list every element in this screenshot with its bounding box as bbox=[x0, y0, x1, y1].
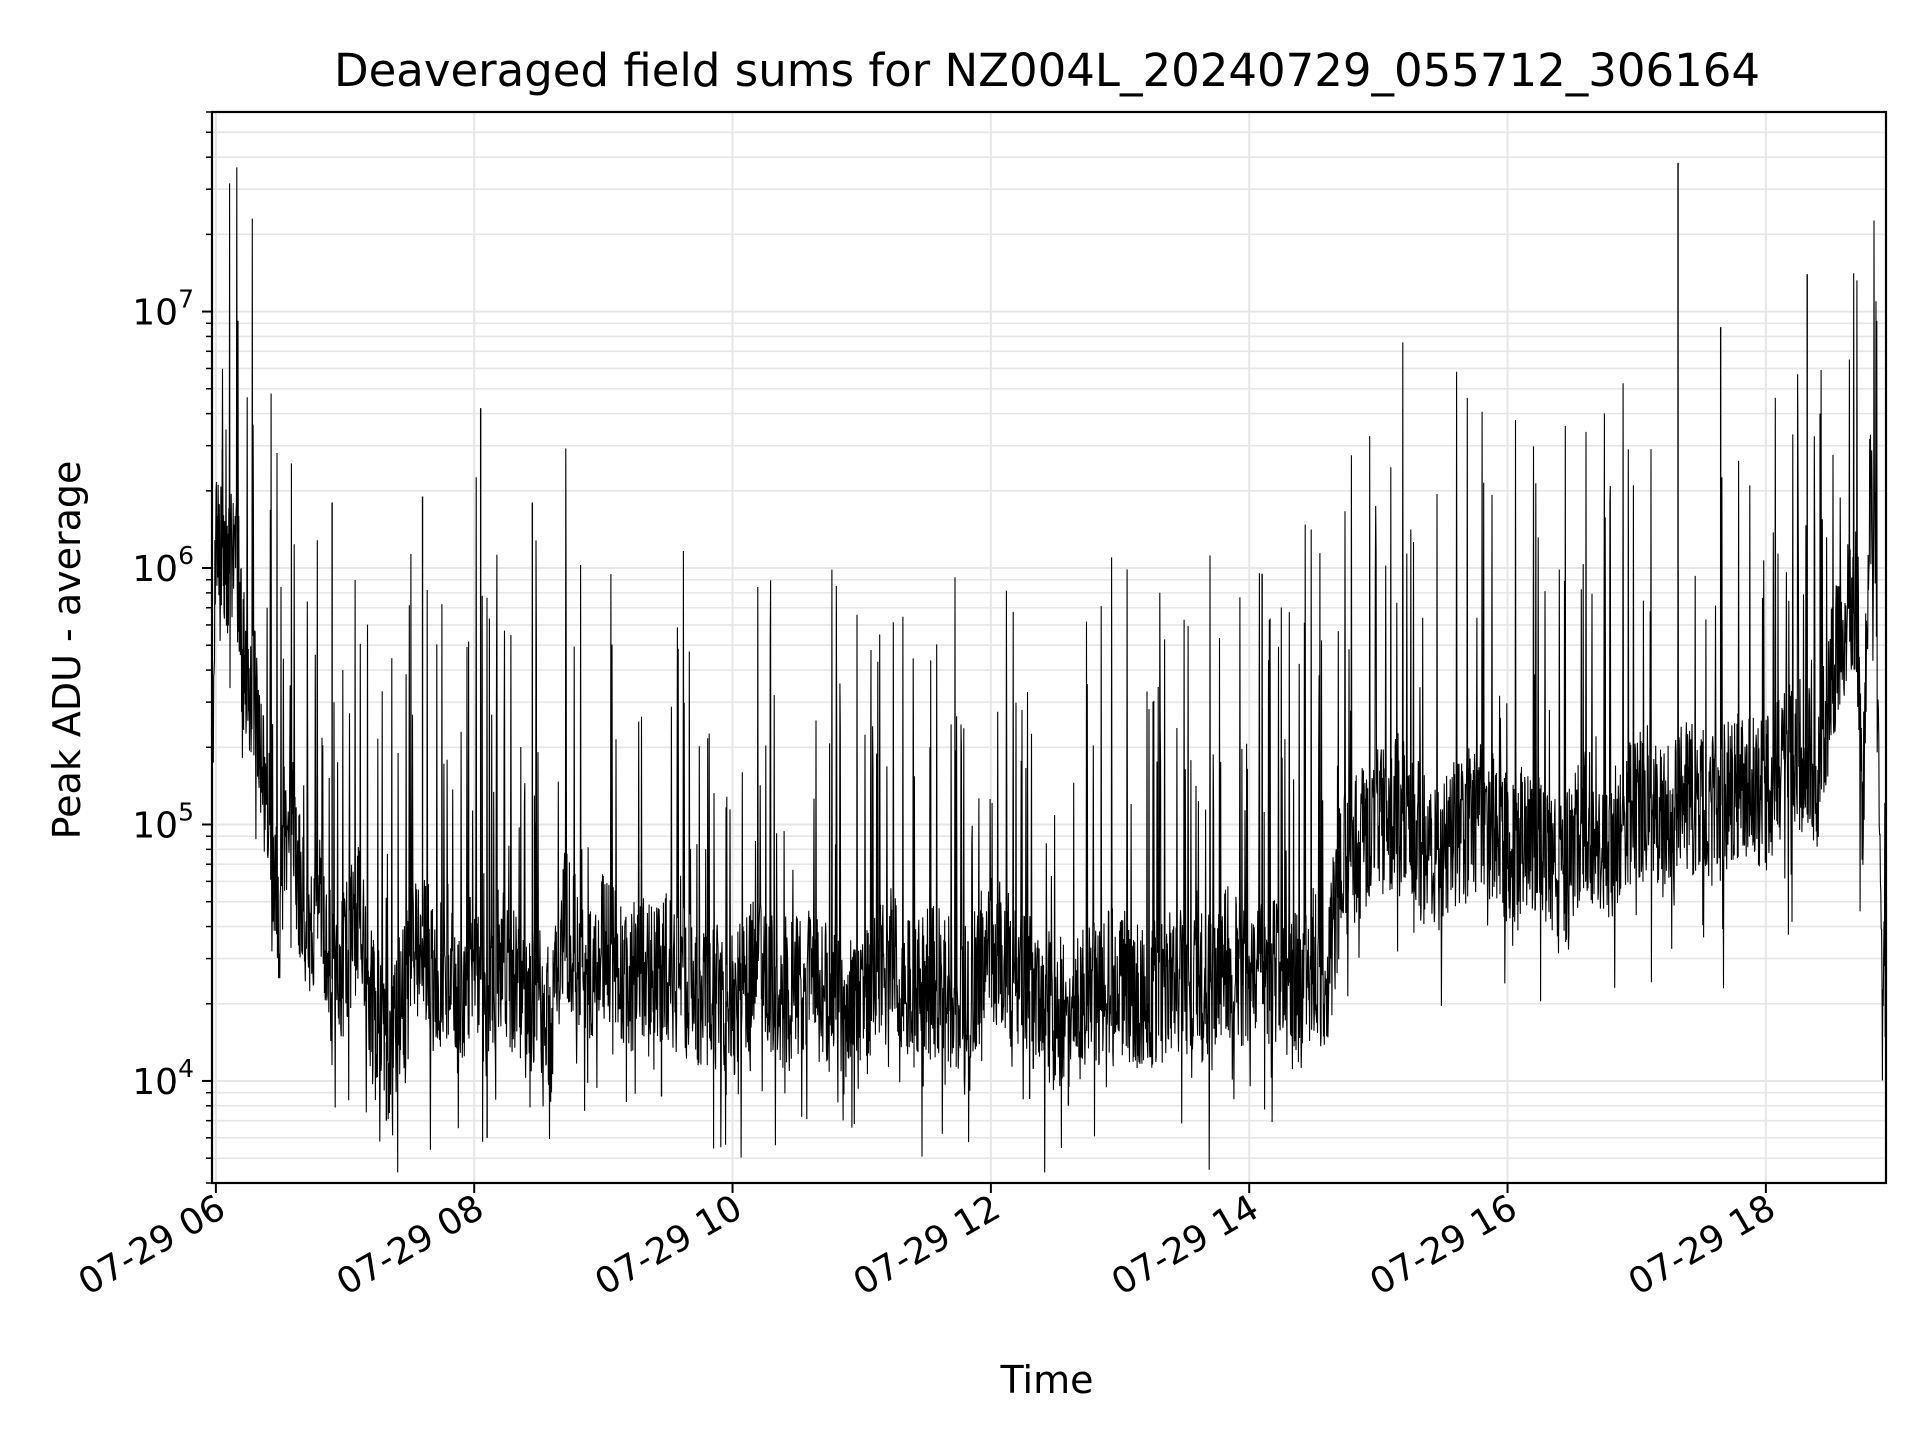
y-tick-label: 107 bbox=[132, 285, 194, 334]
y-tick-label: 104 bbox=[132, 1054, 194, 1103]
axes-frame bbox=[210, 110, 1888, 1185]
y-tick-exponent: 6 bbox=[178, 541, 194, 570]
y-tick-label: 105 bbox=[132, 797, 194, 846]
y-tick-exponent: 7 bbox=[178, 285, 194, 314]
y-tick-label: 106 bbox=[132, 541, 194, 590]
y-axis-label: Peak ADU - average bbox=[45, 461, 89, 840]
y-tick-base: 10 bbox=[132, 549, 178, 590]
plot-area bbox=[212, 162, 1887, 1173]
y-tick-base: 10 bbox=[132, 293, 178, 334]
y-tick-base: 10 bbox=[132, 1062, 178, 1103]
x-axis-label: Time bbox=[1000, 1358, 1094, 1402]
y-tick-exponent: 4 bbox=[178, 1054, 194, 1083]
series-line bbox=[212, 167, 1887, 1173]
y-tick-base: 10 bbox=[132, 805, 178, 846]
chart-title: Deaveraged field sums for NZ004L_2024072… bbox=[334, 44, 1760, 97]
y-tick-exponent: 5 bbox=[178, 797, 194, 826]
